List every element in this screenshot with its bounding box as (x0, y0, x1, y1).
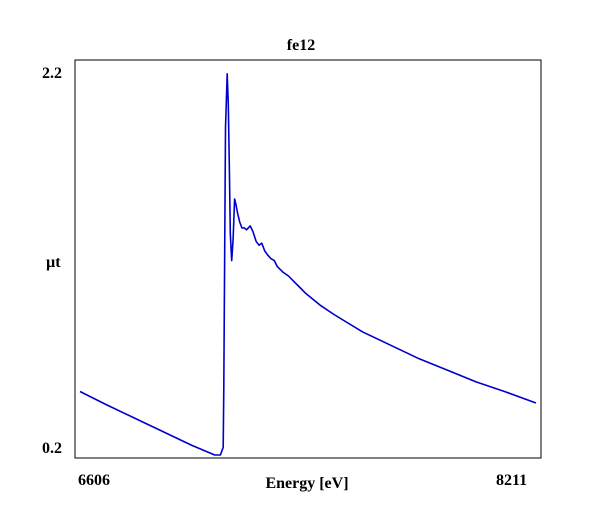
x-tick-min: 6606 (78, 472, 110, 489)
x-tick-max: 8211 (496, 472, 527, 489)
chart-title: fe12 (287, 37, 315, 54)
x-axis-label: Energy [eV] (265, 475, 348, 492)
y-tick-max: 2.2 (42, 65, 62, 82)
y-axis-label: µt (46, 254, 61, 271)
series-line (79, 73, 537, 456)
plot-frame (74, 59, 542, 459)
y-tick-min: 0.2 (42, 440, 62, 457)
